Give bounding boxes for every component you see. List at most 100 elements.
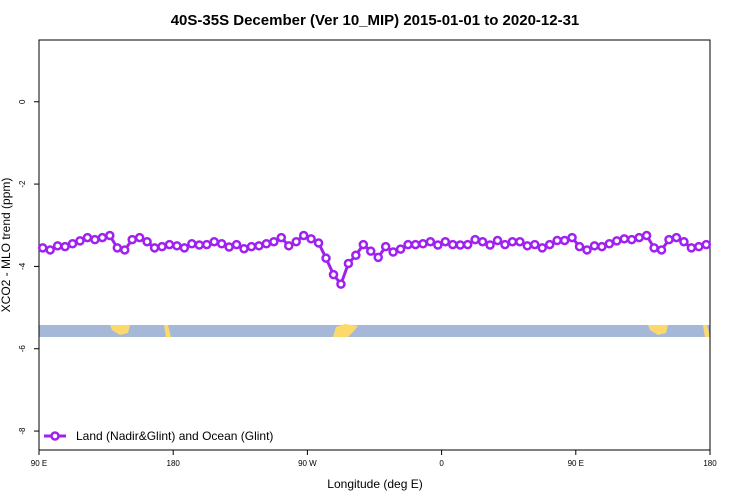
data-point [656,245,667,255]
data-point [90,234,100,245]
data-point [336,279,346,289]
data-point [149,243,160,253]
data-point [239,243,249,254]
data-point [380,241,391,252]
data-point [67,239,78,249]
data-point [343,258,354,269]
data-point [649,243,659,253]
data-point [500,239,510,250]
data-point [395,244,406,254]
data-point [246,241,257,252]
data-point [522,241,533,251]
data-point [209,236,219,247]
data-point [276,232,287,243]
data-point [634,232,644,243]
y-tick-label: -6 [18,345,27,353]
data-point [37,243,48,253]
data-point [261,239,272,249]
data-point [291,236,301,247]
data-point [172,241,182,251]
data-point [604,239,615,249]
data-point [470,234,480,245]
data-point [358,239,369,250]
data-point [433,240,443,250]
data-point [485,240,495,250]
x-tick-label: 90 W [298,459,317,468]
data-point [298,230,309,241]
y-tick-label: -4 [18,262,27,270]
y-axis-label: XCO2 - MLO trend (ppm) [0,178,13,313]
data-point [477,236,488,247]
x-tick-label: 0 [439,459,444,468]
data-point [515,236,525,247]
x-tick-label: 90 E [31,459,47,468]
data-point [328,269,339,280]
data-point [179,243,190,253]
data-point [537,243,547,253]
data-point [552,235,562,246]
data-point [641,230,652,241]
x-tick-label: 180 [167,459,181,468]
data-point [544,239,555,250]
data-point [694,241,704,252]
ocean-strip [39,325,710,337]
legend: Land (Nadir&Glint) and Ocean (Glint) [44,429,273,443]
data-point [194,240,205,250]
data-point [448,239,458,250]
data-point [664,234,674,245]
data-point [418,239,428,249]
y-tick-label: -2 [18,180,27,188]
data-point [351,250,361,261]
y-tick-label: -8 [18,427,27,435]
y-tick-label: 0 [18,99,27,104]
data-point [589,241,600,251]
data-point [507,236,518,247]
data-point [373,252,383,263]
data-point [52,241,63,251]
data-point [254,241,264,251]
data-point [567,232,577,243]
land [703,325,710,337]
data-point [425,236,436,247]
data-point [112,243,123,253]
data-point [574,241,585,252]
data-point [612,236,622,246]
x-axis-label: Longitude (deg E) [327,477,422,491]
data-point [388,247,398,257]
data-point [455,240,465,250]
data-point [321,253,331,263]
data-point [462,239,473,250]
chart-title: 40S-35S December (Ver 10_MIP) 2015-01-01… [171,12,580,29]
data-point [366,246,376,256]
data-point [671,232,682,243]
data-point [626,234,637,245]
data-point [119,245,130,255]
data-point [164,239,175,250]
legend-marker [50,431,60,441]
data-point [492,235,503,246]
data-point [105,230,115,241]
data-point [231,239,242,250]
data-point [157,241,167,252]
data-point [82,232,93,243]
data-point [60,241,70,252]
data-point [284,241,294,251]
data-point [410,239,421,250]
data-point [559,235,570,246]
data-point [134,232,145,243]
data-point [403,239,413,250]
data-point [97,232,108,243]
data-point [597,241,607,252]
data-point [686,243,697,253]
data-point [45,245,55,255]
land [648,325,668,335]
data-point [269,236,279,247]
land [164,325,171,337]
land [110,325,130,335]
data-point [142,236,152,247]
data-point [202,239,212,250]
data-point [679,236,689,247]
data-point [701,239,712,250]
data-point [306,234,316,244]
